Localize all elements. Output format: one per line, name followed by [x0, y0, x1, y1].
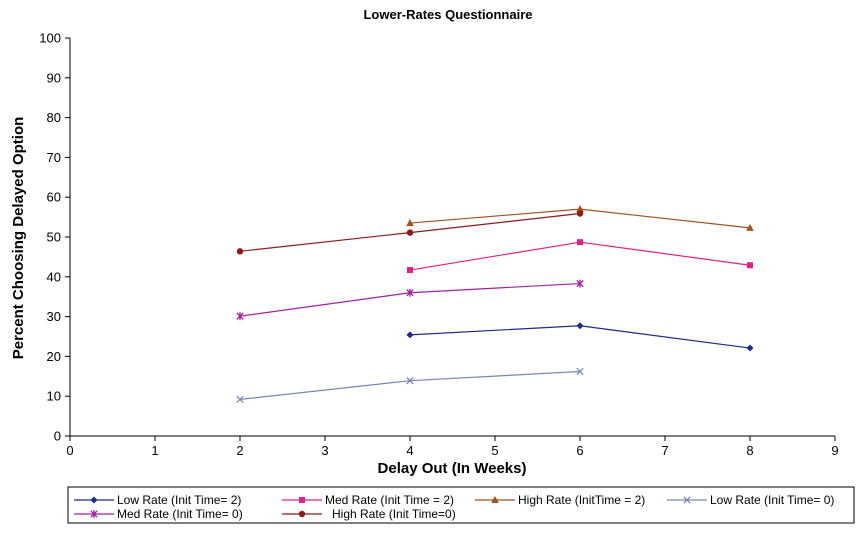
data-point: [406, 288, 414, 297]
legend-label: Med Rate (Init Time = 2): [325, 493, 454, 507]
data-point: [746, 344, 754, 352]
legend-marker: [90, 496, 98, 504]
data-point: [576, 205, 584, 213]
x-tick-label: 5: [491, 443, 498, 458]
legend-item: Med Rate (Init Time = 2): [282, 493, 454, 507]
legend-label: High Rate (InitTime = 2): [518, 493, 645, 507]
y-tick-label: 50: [47, 230, 61, 245]
data-point: [406, 229, 414, 236]
x-tick-label: 9: [831, 443, 838, 458]
x-tick-label: 0: [66, 443, 73, 458]
data-point: [576, 322, 584, 330]
data-point: [236, 395, 244, 404]
y-axis-label: Percent Choosing Delayed Option: [10, 117, 27, 360]
y-tick-label: 60: [47, 190, 61, 205]
legend-marker: [299, 497, 305, 503]
series-5: [236, 279, 584, 321]
y-tick-label: 20: [47, 349, 61, 364]
x-tick-label: 6: [576, 443, 583, 458]
legend-marker: [90, 510, 98, 518]
y-tick-label: 40: [47, 269, 61, 284]
legend-label: Low Rate (Init Time= 2): [117, 493, 241, 507]
legend-marker: [298, 510, 306, 518]
data-point: [576, 210, 584, 217]
x-tick-label: 1: [151, 443, 158, 458]
legend-item: Low Rate (Init Time= 0): [667, 493, 834, 507]
legend-item: High Rate (Init Time=0): [282, 507, 456, 521]
data-point: [747, 262, 753, 269]
data-point: [576, 279, 584, 288]
legend-label: Low Rate (Init Time= 0): [710, 493, 834, 507]
series-6: [236, 210, 584, 255]
data-point: [406, 331, 414, 339]
data-point: [746, 223, 754, 231]
x-axis-label: Delay Out (In Weeks): [378, 460, 527, 477]
legend-marker: [683, 496, 691, 504]
series-line: [409, 241, 751, 271]
legend-item: High Rate (InitTime = 2): [475, 493, 645, 507]
y-tick-label: 10: [47, 389, 61, 404]
y-tick-label: 30: [47, 309, 61, 324]
y-tick-label: 100: [39, 31, 61, 46]
x-tick-label: 4: [406, 443, 413, 458]
chart-title: Lower-Rates Questionnaire: [363, 7, 532, 22]
legend-item: Med Rate (Init Time= 0): [74, 507, 243, 521]
legend-label: High Rate (Init Time=0): [332, 507, 456, 521]
legend-box: [67, 486, 855, 524]
data-point: [406, 219, 414, 227]
data-point: [577, 239, 583, 246]
series-group: [236, 205, 754, 404]
data-point: [576, 367, 584, 376]
legend-marker: [491, 496, 499, 503]
series-2: [407, 239, 753, 274]
series-line: [239, 282, 581, 317]
data-point: [407, 267, 413, 274]
data-point: [236, 312, 244, 321]
x-tick-label: 7: [661, 443, 668, 458]
x-tick-label: 8: [746, 443, 753, 458]
series-line: [239, 370, 581, 400]
legend: Low Rate (Init Time= 2) Med Rate (Init Ti…: [67, 486, 855, 524]
series-4: [236, 367, 584, 404]
data-point: [236, 248, 244, 255]
y-tick-label: 80: [47, 110, 61, 125]
axes: 0 10 20 30 40 50 60 70 80 90 100 0 1 2 3 4 5 6 7 8 9: [39, 31, 838, 459]
y-tick-label: 90: [47, 70, 61, 85]
series-1: [406, 322, 754, 352]
legend-item: Low Rate (Init Time= 2): [74, 493, 241, 507]
x-tick-label: 3: [321, 443, 328, 458]
legend-label: Med Rate (Init Time= 0): [117, 507, 243, 521]
y-tick-label: 0: [54, 429, 61, 444]
data-point: [406, 377, 414, 385]
x-tick-label: 2: [236, 443, 243, 458]
y-tick-label: 70: [47, 150, 61, 165]
series-3: [406, 205, 754, 231]
